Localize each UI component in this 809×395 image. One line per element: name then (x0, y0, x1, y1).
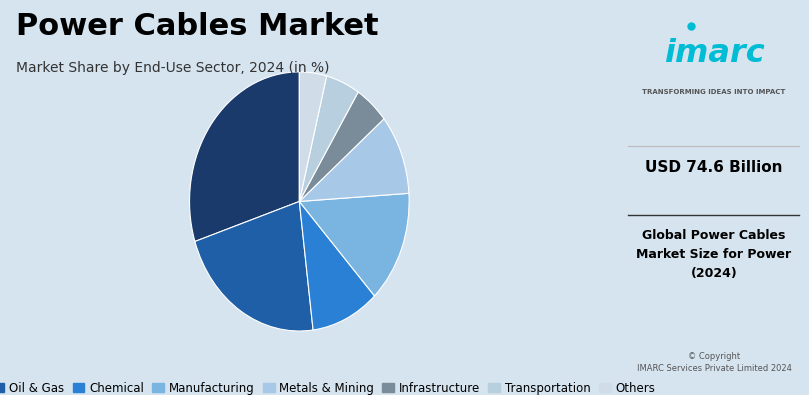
Wedge shape (299, 193, 409, 296)
Text: Power Cables Market: Power Cables Market (16, 12, 379, 41)
Text: TRANSFORMING IDEAS INTO IMPACT: TRANSFORMING IDEAS INTO IMPACT (642, 89, 786, 95)
Text: Market Share by End-Use Sector, 2024 (in %): Market Share by End-Use Sector, 2024 (in… (16, 61, 330, 75)
Text: imarc: imarc (663, 38, 765, 68)
Wedge shape (299, 76, 358, 201)
Wedge shape (195, 201, 313, 331)
Wedge shape (299, 119, 409, 201)
Text: © Copyright
IMARC Services Private Limited 2024: © Copyright IMARC Services Private Limit… (637, 352, 791, 373)
Text: USD 74.6 Billion: USD 74.6 Billion (646, 160, 782, 175)
Wedge shape (299, 72, 327, 201)
Wedge shape (299, 92, 384, 201)
Wedge shape (189, 72, 299, 241)
Wedge shape (299, 201, 375, 330)
Legend: Power, Oil & Gas, Chemical, Manufacturing, Metals & Mining, Infrastructure, Tran: Power, Oil & Gas, Chemical, Manufacturin… (0, 377, 660, 395)
Text: Global Power Cables
Market Size for Power
(2024): Global Power Cables Market Size for Powe… (637, 229, 791, 280)
